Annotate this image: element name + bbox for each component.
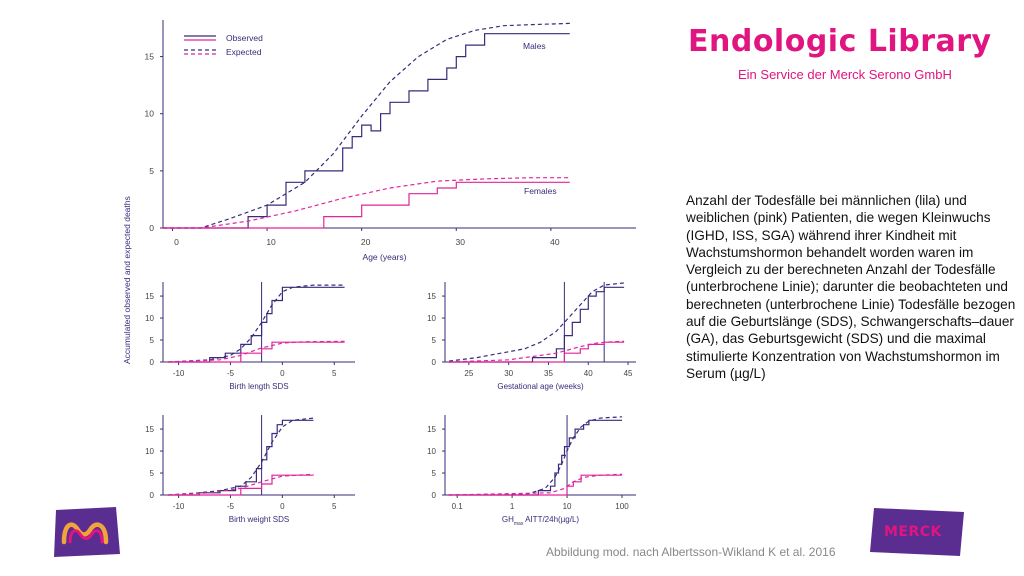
- y-tick-label: 5: [150, 469, 155, 478]
- female-expected-line: [448, 473, 623, 496]
- y-tick-label: 10: [427, 447, 436, 456]
- x-tick-label: 35: [544, 369, 553, 378]
- x-axis-label: Gestational age (weeks): [497, 382, 584, 391]
- x-tick-label: 20: [361, 237, 371, 247]
- x-tick-label: 0: [174, 237, 179, 247]
- x-tick-label: 40: [584, 369, 593, 378]
- y-tick-label: 0: [432, 358, 437, 367]
- male-observed-line: [449, 286, 625, 363]
- shared-y-axis-label: Accumulated observed and expected deaths: [122, 196, 132, 364]
- male-expected-line: [168, 284, 345, 363]
- y-tick-label: 10: [145, 109, 155, 119]
- x-tick-label: 0: [280, 502, 285, 511]
- age-plot: 0 5 10 15 0 10 20 30 40 Age (years) Observed Expect…: [145, 20, 636, 262]
- male-observed-line: [168, 286, 345, 363]
- x-tick-label: 1: [510, 502, 515, 511]
- y-tick-label: 5: [432, 336, 437, 345]
- male-observed-line: [163, 33, 570, 229]
- x-tick-label: -10: [173, 502, 185, 511]
- merck-m-logo: [54, 507, 120, 557]
- y-tick-label: 0: [150, 358, 155, 367]
- female-expected-line: [448, 340, 625, 363]
- birth-weight-plot: 0 5 10 15 -10 -5 0 5 Birth weight SDS: [145, 415, 355, 524]
- y-tick-label: 15: [427, 425, 436, 434]
- x-tick-label: 30: [504, 369, 513, 378]
- merck-wordmark-logo: [870, 508, 964, 556]
- male-expected-line: [448, 416, 623, 496]
- brand-title: Endologic Library: [688, 24, 992, 59]
- x-axis-label: Birth length SDS: [229, 382, 288, 391]
- x-tick-label: 0: [280, 369, 285, 378]
- x-tick-label: -10: [173, 369, 185, 378]
- x-tick-label: -5: [227, 502, 235, 511]
- y-tick-label: 0: [149, 223, 154, 233]
- female-observed-line: [449, 341, 625, 363]
- male-series-label: Males: [523, 41, 546, 51]
- male-observed-line: [168, 419, 314, 496]
- x-tick-label: 0.1: [452, 502, 464, 511]
- y-tick-label: 5: [432, 469, 437, 478]
- y-tick-label: 15: [145, 292, 154, 301]
- x-tick-label: 30: [456, 237, 466, 247]
- x-axis-label-rest: AITT/24h(µg/L): [523, 515, 579, 524]
- y-tick-label: 15: [427, 292, 436, 301]
- male-expected-line: [163, 22, 570, 229]
- birth-length-plot: 0 5 10 15 -10 -5 0 5 Birth length SDS: [145, 282, 355, 391]
- x-tick-label: 100: [615, 502, 629, 511]
- female-expected-line: [168, 340, 345, 363]
- y-tick-label: 5: [150, 336, 155, 345]
- x-tick-label: 5: [332, 369, 337, 378]
- x-axis-label-subscript: max: [514, 521, 524, 527]
- female-observed-line: [168, 341, 345, 363]
- figure-description: Anzahl der Todesfälle bei männlichen (li…: [686, 193, 1016, 381]
- x-tick-label: 10: [266, 237, 276, 247]
- y-tick-label: 15: [145, 52, 155, 62]
- female-observed-line: [168, 474, 314, 496]
- legend-label: Expected: [226, 47, 262, 57]
- female-observed-line: [448, 474, 622, 496]
- female-series-label: Females: [524, 186, 557, 196]
- y-tick-label: 10: [145, 314, 154, 323]
- x-tick-label: 40: [550, 237, 560, 247]
- y-tick-label: 10: [145, 447, 154, 456]
- x-tick-label: 10: [563, 502, 572, 511]
- x-axis-label: Birth weight SDS: [229, 515, 289, 524]
- gestational-age-plot: 0 5 10 15 25 30 35 40 45 Gestational age (weeks): [427, 282, 636, 391]
- y-tick-label: 0: [432, 491, 437, 500]
- brand-subtitle: Ein Service der Merck Serono GmbH: [738, 67, 952, 82]
- x-tick-label: 5: [332, 502, 337, 511]
- male-expected-line: [448, 282, 625, 362]
- x-tick-label: 45: [624, 369, 633, 378]
- y-tick-label: 5: [149, 166, 154, 176]
- x-axis-label: GHmax AITT/24h(µg/L): [502, 515, 580, 527]
- gh-max-plot: 0 5 10 15 0.1 1 10 100 GHmax AITT/24h(µg/L): [427, 415, 636, 527]
- merck-wordmark-text: MERCK: [884, 524, 942, 540]
- x-axis-label: Age (years): [363, 252, 407, 262]
- x-tick-label: -5: [227, 369, 235, 378]
- figure-citation: Abbildung mod. nach Albertsson-Wikland K…: [546, 545, 836, 559]
- legend-label: Observed: [226, 33, 263, 43]
- x-tick-label: 25: [464, 369, 473, 378]
- female-observed-line: [163, 181, 570, 229]
- female-expected-line: [168, 473, 314, 496]
- y-tick-label: 10: [427, 314, 436, 323]
- male-observed-line: [448, 419, 622, 496]
- female-expected-line: [163, 177, 570, 229]
- y-tick-label: 15: [145, 425, 154, 434]
- y-tick-label: 0: [150, 491, 155, 500]
- x-axis-label-main: GH: [502, 515, 514, 524]
- male-expected-line: [168, 417, 314, 496]
